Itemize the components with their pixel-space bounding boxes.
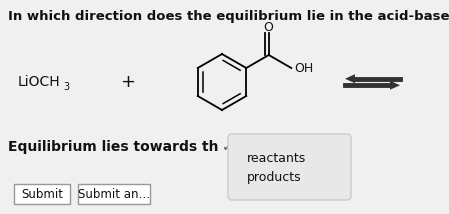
Text: products: products	[247, 171, 302, 184]
Text: OH: OH	[294, 62, 313, 76]
FancyBboxPatch shape	[78, 184, 150, 204]
FancyBboxPatch shape	[228, 134, 351, 200]
Text: Submit: Submit	[21, 187, 63, 201]
Text: reactants: reactants	[247, 152, 306, 165]
Text: Equilibrium lies towards th: Equilibrium lies towards th	[8, 140, 219, 154]
FancyArrow shape	[345, 74, 400, 83]
Text: In which direction does the equilibrium lie in the acid-base reaction below?: In which direction does the equilibrium …	[8, 10, 449, 23]
FancyArrow shape	[345, 81, 400, 90]
Text: Submit an…: Submit an…	[78, 187, 150, 201]
FancyBboxPatch shape	[14, 184, 70, 204]
Text: 3: 3	[63, 82, 69, 92]
Text: LiOCH: LiOCH	[18, 75, 61, 89]
Text: O: O	[263, 21, 273, 34]
Text: +: +	[120, 73, 136, 91]
Text: ✓: ✓	[222, 140, 233, 154]
